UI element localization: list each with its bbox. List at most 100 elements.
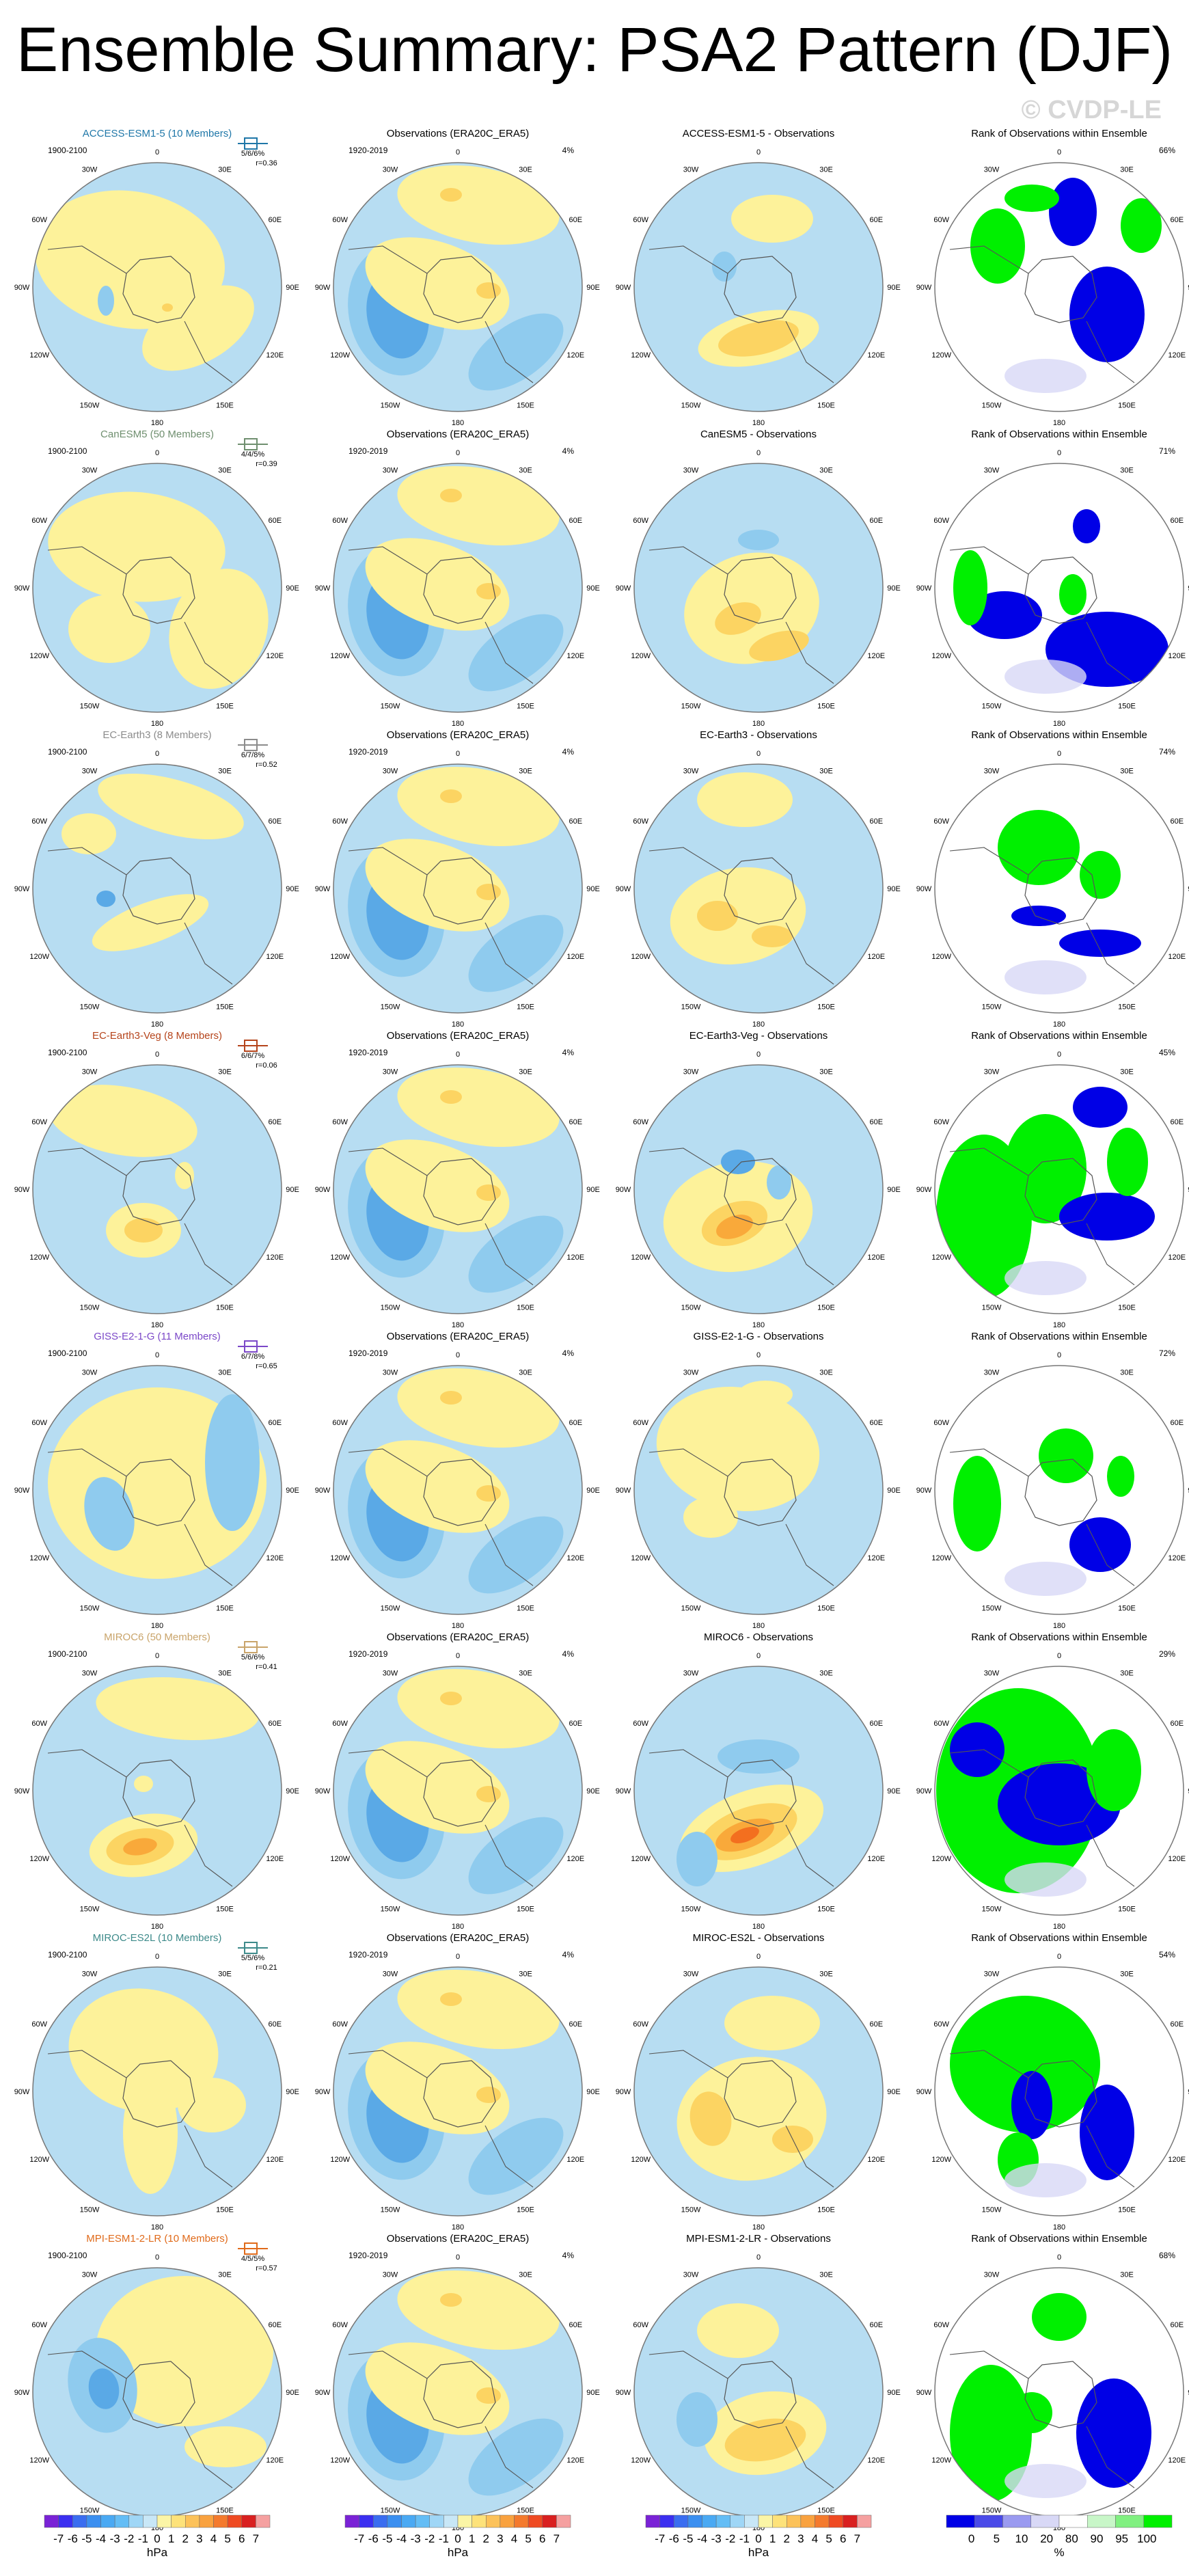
longitude-label: 120W: [330, 652, 350, 660]
model-corr: r=0.65: [256, 1362, 277, 1370]
diff-map-panel: 0 30E 60E 90E 120E 150E 180 150W 120W 90W 60W 30W: [616, 1050, 901, 1329]
map-border: [32, 1365, 282, 1615]
antarctica-outline: [423, 256, 496, 323]
field-region: [1073, 1087, 1128, 1128]
model-corr: r=0.57: [256, 2264, 277, 2273]
field-region: [998, 810, 1080, 885]
longitude-label: 150E: [817, 1905, 835, 1913]
field-region: [1004, 660, 1086, 694]
longitude-label: 150W: [381, 1905, 400, 1913]
colorbar-tick: 5: [994, 2532, 1000, 2545]
map-border: [32, 1966, 282, 2216]
longitude-label: 0: [456, 2253, 460, 2262]
obs-map-panel: 0 30E 60E 90E 120E 150E 180 150W 120W 90W 60W 30W: [315, 449, 600, 728]
longitude-label: 120E: [867, 2156, 885, 2164]
colorbar-swatch: [128, 2514, 144, 2528]
longitude-label: 60W: [633, 1118, 648, 1126]
field-region: [476, 1184, 501, 1201]
longitude-label: 150E: [817, 702, 835, 710]
colorbar-swatch: [213, 2514, 228, 2528]
longitude-label: 0: [456, 1652, 460, 1660]
obs-map-panel: 0 30E 60E 90E 120E 150E 180 150W 120W 90W 60W 30W: [315, 1953, 600, 2232]
australia-outline: [484, 321, 534, 383]
longitude-label: 90W: [14, 1487, 30, 1495]
antarctica-outline: [724, 1158, 797, 1225]
longitude-label: 60E: [869, 2020, 883, 2029]
antarctica-outline: [724, 1459, 797, 1526]
longitude-label: 90E: [286, 2389, 299, 2397]
field-region: [123, 1838, 157, 1856]
obs-period: 1920-2019: [348, 2251, 388, 2260]
ensemble-row: GISS-E2-1-G (11 Members) 1900-2100 6/7/8%r…: [48, 1331, 1175, 1370]
obs-map-panel: 0 30E 60E 90E 120E 150E 180 150W 120W 90W 60W 30W: [315, 148, 600, 427]
obs-title: Observations (ERA20C_ERA5): [387, 729, 529, 741]
longitude-label: 0: [1057, 2253, 1061, 2262]
colorbar-tick: 0: [154, 2532, 160, 2545]
boxplot-box: [244, 438, 258, 450]
longitude-label: 60E: [268, 1118, 282, 1126]
colorbar-tick: 4: [511, 2532, 517, 2545]
field-region: [48, 491, 226, 602]
longitude-label: 0: [155, 449, 159, 457]
colorbar-swatch: [100, 2514, 115, 2528]
rank-title: Rank of Observations within Ensemble: [971, 2233, 1147, 2245]
longitude-label: 30E: [218, 1970, 232, 1979]
field-region: [738, 530, 779, 550]
map-border: [333, 1666, 583, 1916]
longitude-label: 120W: [631, 953, 651, 961]
field-region: [162, 303, 173, 312]
diff-map-panel: 0 30E 60E 90E 120E 150E 180 150W 120W 90W 60W 30W: [616, 449, 901, 728]
longitude-label: 120W: [29, 2456, 49, 2465]
field-region: [98, 286, 114, 316]
peninsula-outline: [47, 1448, 127, 1477]
longitude-label: 150W: [381, 1604, 400, 1612]
longitude-label: 60W: [31, 2321, 47, 2329]
longitude-label: 120E: [266, 2156, 284, 2164]
longitude-label: 60W: [31, 1118, 47, 1126]
ensemble-row: MPI-ESM1-2-LR (10 Members) 1900-2100 4/5/5…: [48, 2233, 1175, 2273]
diff-map-panel: 0 30E 60E 90E 120E 150E 180 150W 120W 90W 60W 30W: [616, 1351, 901, 1630]
longitude-label: 60W: [31, 1720, 47, 1728]
longitude-label: 90E: [1188, 1787, 1189, 1795]
longitude-label: 60E: [869, 817, 883, 826]
map-border: [934, 763, 1184, 1014]
map-border: [32, 463, 282, 713]
longitude-label: 180: [452, 2223, 464, 2232]
diff-map-panel: 0 30E 60E 90E 120E 150E 180 150W 120W 90W 60W 30W: [616, 148, 901, 427]
longitude-label: 180: [1053, 1321, 1065, 1329]
colorbar-tick: -6: [669, 2532, 679, 2545]
field-region: [397, 1067, 560, 1148]
longitude-label: 90W: [14, 2389, 30, 2397]
longitude-label: 180: [752, 2223, 765, 2232]
longitude-label: 30E: [218, 1068, 232, 1076]
longitude-label: 90E: [586, 1186, 600, 1194]
longitude-label: 60E: [569, 517, 582, 525]
model-stats: 5/6/6%: [241, 150, 264, 158]
colorbar-tick: 6: [238, 2532, 245, 2545]
longitude-label: 60W: [332, 216, 348, 224]
field-region: [440, 789, 462, 803]
colorbar-swatch: [185, 2514, 200, 2528]
rank-title: Rank of Observations within Ensemble: [971, 429, 1147, 440]
diff-map-panel: 0 30E 60E 90E 120E 150E 180 150W 120W 90W 60W 30W: [616, 1652, 901, 1931]
field-region: [476, 1786, 501, 1802]
longitude-label: 60W: [933, 817, 949, 826]
longitude-label: 60W: [633, 216, 648, 224]
map-border: [633, 1966, 884, 2216]
field-region: [49, 1085, 197, 1157]
colorbar-swatch: [344, 2514, 359, 2528]
antarctica-outline: [724, 2361, 797, 2428]
australia-outline: [1086, 321, 1135, 383]
longitude-label: 30W: [683, 467, 699, 475]
longitude-label: 180: [151, 2223, 163, 2232]
field-region: [184, 2426, 266, 2467]
model-map-panel: 0 30E 60E 90E 120E 150E 180 150W 120W 90W 60W 30W: [14, 1050, 299, 1329]
longitude-label: 150E: [1118, 1604, 1136, 1612]
field-region: [397, 1668, 560, 1749]
australia-outline: [1086, 1223, 1135, 1286]
colorbar-swatch: [429, 2514, 444, 2528]
antarctica-outline: [122, 2361, 195, 2428]
